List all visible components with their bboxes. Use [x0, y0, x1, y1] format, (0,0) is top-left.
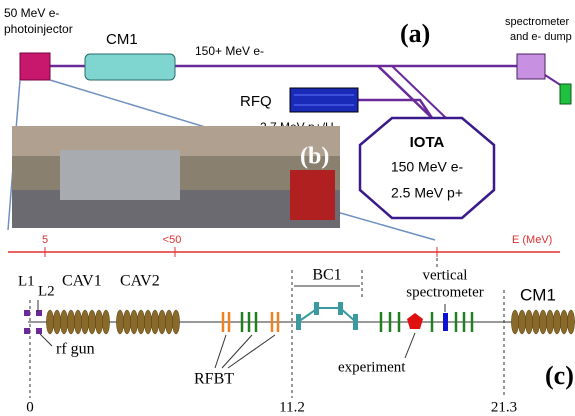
energy-axis: 5 <50 E (MeV): [8, 234, 560, 257]
iota-line: [378, 66, 432, 118]
cavity-cell: [172, 310, 179, 334]
panel-c: L1 L2 CAV1 CAV2 BC1 BC1 vertical spectro…: [18, 258, 575, 415]
panel-label: (a): [400, 19, 430, 48]
label: CAV1: [62, 273, 102, 290]
gun-part: [24, 328, 30, 334]
chicane-dipole: [314, 302, 319, 315]
cavity-cell: [158, 310, 165, 334]
cavity-cell: [511, 310, 518, 334]
chicane: [298, 308, 356, 322]
label: IOTA: [410, 134, 445, 151]
diagram: 50 MeV e- photoinjector CM1 150+ MeV e- …: [0, 0, 575, 416]
label: CM1: [106, 31, 138, 48]
panel-label: (b): [300, 144, 329, 170]
spectrometer-box: [517, 54, 545, 79]
label: BC1: [312, 267, 341, 284]
cavity-cell: [546, 310, 553, 334]
label: CM1: [520, 285, 556, 304]
cavity-cell: [137, 310, 144, 334]
cavity-cell: [116, 310, 123, 334]
iota-line: [392, 66, 446, 118]
photo-frame: [60, 150, 180, 200]
leader: [40, 334, 52, 346]
label: 150 MeV e-: [391, 159, 464, 175]
panel-label: (c): [545, 361, 574, 390]
position-label: 11.2: [279, 399, 305, 415]
label: spectrometer: [505, 16, 570, 28]
leader: [215, 335, 226, 368]
experiment-marker: [407, 313, 423, 329]
cavity-cell: [74, 310, 81, 334]
label: L2: [38, 283, 55, 299]
cavity-cell: [53, 310, 60, 334]
label: 150+ MeV e-: [195, 44, 264, 58]
cavity-cell: [67, 310, 74, 334]
position-label: 0: [26, 399, 34, 415]
cm1-box: [85, 54, 175, 80]
dump-box: [560, 84, 571, 104]
rfq-box: [290, 88, 358, 112]
leader: [222, 335, 252, 368]
cavity-cell: [130, 310, 137, 334]
cavity-cell: [518, 310, 525, 334]
leader: [228, 335, 275, 368]
photo-cabinet: [290, 170, 335, 220]
cavity-cell: [123, 310, 130, 334]
tick-label: 5: [42, 234, 48, 246]
chicane-dipole: [338, 302, 343, 315]
photoinjector-box: [20, 53, 50, 80]
label: L1: [18, 273, 35, 289]
label: 50 MeV e-: [4, 6, 59, 20]
cavity-cell: [532, 310, 539, 334]
label: RFBT: [194, 371, 234, 388]
label: and e- dump: [510, 31, 572, 43]
cavity-cell: [525, 310, 532, 334]
vspec-magnet: [443, 313, 448, 331]
axis-title: E (MeV): [512, 234, 552, 246]
cavity-cell: [151, 310, 158, 334]
leader: [405, 333, 415, 358]
label: photoinjector: [4, 22, 73, 36]
label: CAV2: [120, 273, 160, 290]
cavity-cell: [539, 310, 546, 334]
cavity-cell: [165, 310, 172, 334]
cavity-cell: [553, 310, 560, 334]
cavity-cell: [102, 310, 109, 334]
cavity-cell: [46, 310, 53, 334]
label: RFQ: [240, 93, 272, 110]
label: vertical: [423, 267, 468, 283]
cavity-cell: [95, 310, 102, 334]
label: rf gun: [56, 341, 95, 358]
cavity-cell: [81, 310, 88, 334]
zoom-line: [50, 80, 215, 130]
cavity-cell: [88, 310, 95, 334]
label: experiment: [338, 359, 406, 375]
cavity-cell: [144, 310, 151, 334]
gun-part: [36, 328, 42, 334]
chicane-dipole: [353, 314, 358, 330]
cavity-cell: [567, 310, 574, 334]
position-label: 21.3: [491, 399, 517, 415]
cavity-cell: [560, 310, 567, 334]
gun-part: [36, 310, 42, 316]
gun-part: [24, 310, 30, 316]
label: 2.5 MeV p+: [391, 185, 463, 201]
label: spectrometer: [406, 284, 483, 300]
dump-line: [545, 75, 562, 86]
cavity-cell: [60, 310, 67, 334]
chicane-dipole: [296, 314, 301, 330]
tick-label: <50: [163, 234, 182, 246]
